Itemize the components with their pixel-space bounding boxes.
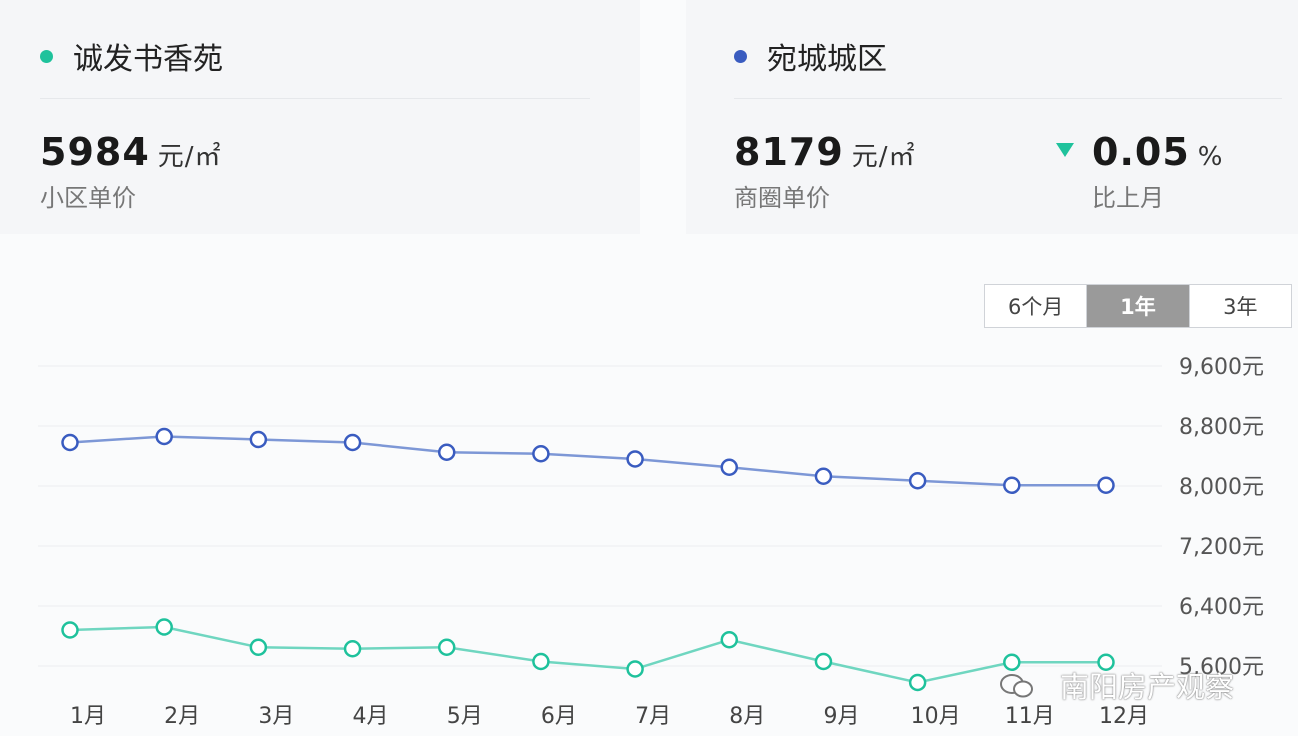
y-tick-label: 6,400元: [1179, 595, 1264, 620]
data-point: [343, 640, 362, 658]
divider: [734, 98, 1282, 99]
community-title: 诚发书香苑: [40, 34, 223, 78]
data-point: [626, 450, 644, 468]
community-price-unit: 元/㎡: [157, 142, 222, 172]
x-tick-label: 5月: [447, 704, 483, 729]
y-tick-label: 7,200元: [1179, 535, 1264, 560]
district-name: 宛城城区: [767, 42, 887, 77]
series-line: [69, 435, 1106, 487]
y-tick-label: 5,600元: [1179, 655, 1264, 680]
data-point: [437, 638, 456, 656]
change-unit: %: [1197, 142, 1224, 172]
data-point: [720, 458, 739, 476]
community-card: 诚发书香苑 5984 元/㎡ 小区单价: [0, 0, 640, 234]
data-point: [343, 433, 362, 452]
tab-6-months[interactable]: 6个月: [985, 285, 1088, 327]
watermark-text: 南阳房产观察: [1060, 670, 1235, 704]
data-point: [155, 427, 173, 446]
district-price-value: 8179: [734, 130, 844, 174]
x-tick-label: 6月: [541, 704, 577, 729]
data-point: [155, 618, 173, 636]
change-percent: 0.05%: [1092, 130, 1223, 174]
data-point: [532, 652, 550, 671]
x-tick-label: 2月: [164, 704, 200, 729]
data-point: [626, 660, 644, 678]
x-tick-label: 11月: [1005, 704, 1055, 729]
data-point: [720, 631, 739, 649]
district-legend-dot: [734, 49, 747, 63]
district-price-unit: 元/㎡: [851, 142, 916, 172]
y-tick-label: 8,800元: [1179, 415, 1264, 440]
tab-3-years[interactable]: 3年: [1223, 295, 1258, 319]
tab-1-year[interactable]: 1年: [1087, 285, 1190, 327]
data-point: [249, 430, 268, 449]
data-point: [908, 472, 927, 490]
community-price-label: 小区单价: [40, 184, 136, 212]
x-tick-label: 1月: [70, 704, 106, 729]
range-toggle: 6个月 1年 3年: [984, 284, 1292, 328]
x-tick-label: 9月: [823, 704, 859, 729]
data-point: [437, 443, 456, 461]
x-tick-label: 12月: [1099, 704, 1149, 729]
data-point: [249, 638, 268, 656]
x-tick-label: 10月: [911, 704, 961, 729]
change-label: 比上月: [1092, 184, 1164, 212]
data-point: [814, 652, 833, 671]
district-title: 宛城城区: [734, 34, 887, 78]
x-tick-label: 8月: [729, 704, 765, 729]
district-price-label: 商圈单价: [734, 184, 830, 212]
change-value: 0.05: [1092, 130, 1190, 174]
data-point: [1003, 653, 1021, 671]
data-point: [1097, 476, 1115, 494]
divider: [40, 98, 590, 99]
x-tick-label: 7月: [635, 704, 671, 729]
data-point: [814, 467, 833, 485]
triangle-down-icon: [1056, 143, 1074, 157]
series-line: [69, 625, 1106, 684]
watermark: 南阳房产观察: [1000, 664, 1234, 706]
data-point: [908, 673, 927, 692]
y-tick-label: 9,600元: [1179, 355, 1264, 380]
community-price-value: 5984: [40, 130, 150, 174]
data-point: [61, 433, 79, 452]
community-legend-dot: [40, 49, 53, 63]
district-card: 宛城城区 8179 元/㎡ 商圈单价 0.05% 比上月: [686, 0, 1298, 234]
data-point: [61, 621, 79, 639]
data-point: [1097, 653, 1115, 671]
data-point: [532, 445, 550, 463]
x-tick-label: 4月: [353, 704, 389, 729]
y-tick-label: 8,000元: [1179, 475, 1264, 500]
data-point: [1003, 476, 1021, 494]
wechat-icon: [1000, 672, 1034, 698]
community-name: 诚发书香苑: [73, 42, 223, 77]
district-price: 8179 元/㎡: [734, 130, 916, 174]
community-price: 5984 元/㎡: [40, 130, 222, 174]
x-tick-label: 3月: [258, 704, 294, 729]
